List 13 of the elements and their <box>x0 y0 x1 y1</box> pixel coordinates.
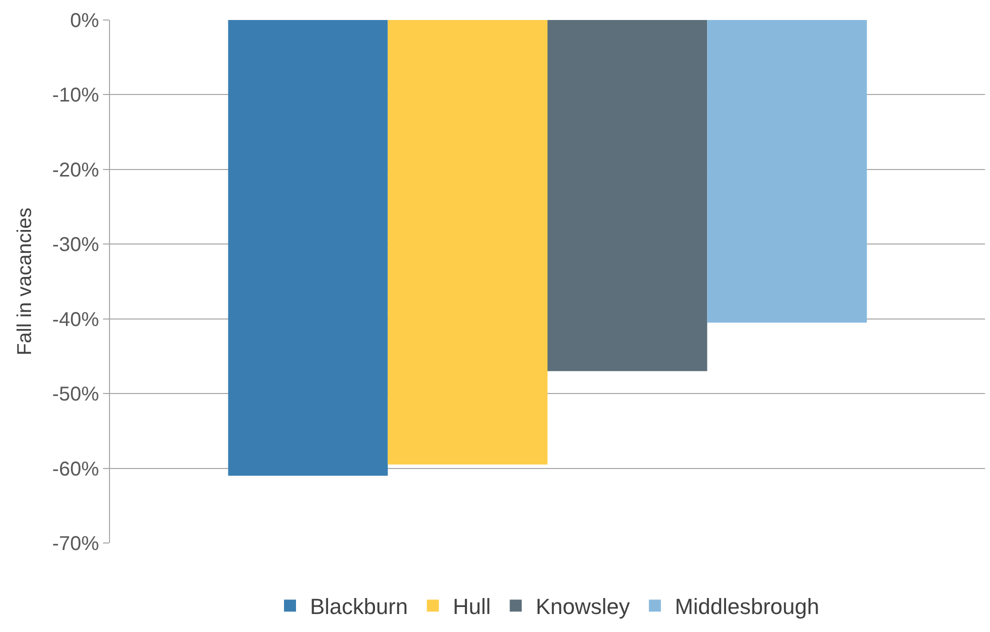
y-tick-label: -50% <box>52 384 100 406</box>
y-tick-label: -60% <box>52 458 100 480</box>
legend-label: Hull <box>452 594 491 620</box>
legend-label: Middlesbrough <box>674 594 820 620</box>
legend-label: Blackburn <box>310 594 408 620</box>
y-tick-label: -10% <box>52 84 100 107</box>
y-tick-label: 0% <box>70 10 100 32</box>
y-axis-title: Fall in vacancies <box>14 208 36 356</box>
y-tick-label: -70% <box>52 533 100 555</box>
y-tick-label: -30% <box>52 234 100 256</box>
y-tick-label: -20% <box>52 159 100 182</box>
legend-label: Knowsley <box>536 594 630 620</box>
y-tick-label: -40% <box>52 308 100 331</box>
